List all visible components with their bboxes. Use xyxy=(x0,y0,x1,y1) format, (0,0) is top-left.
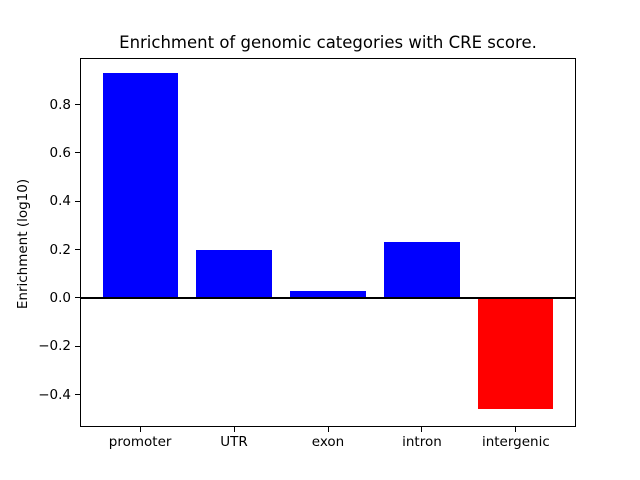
x-tick-label: intergenic xyxy=(481,434,550,450)
y-tick-mark xyxy=(75,249,80,251)
y-tick-label: 0.2 xyxy=(49,241,71,258)
y-tick-mark xyxy=(75,394,80,396)
y-tick-label: 0.0 xyxy=(49,289,71,306)
x-tick-mark xyxy=(327,427,329,432)
x-tick-label: intron xyxy=(402,434,442,450)
chart-title: Enrichment of genomic categories with CR… xyxy=(119,33,537,52)
y-tick-mark xyxy=(75,297,80,299)
y-tick-mark xyxy=(75,200,80,202)
bar-UTR xyxy=(196,249,272,298)
bar-intergenic xyxy=(478,297,554,410)
x-tick-label: promoter xyxy=(108,434,172,450)
y-tick-mark xyxy=(75,152,80,154)
y-tick-label: 0.4 xyxy=(49,193,71,210)
x-tick-mark xyxy=(233,427,235,432)
bar-exon xyxy=(290,290,366,298)
y-tick-label: 0.6 xyxy=(49,144,71,161)
plot-area xyxy=(80,58,576,427)
y-tick-label: 0.8 xyxy=(49,96,71,113)
y-tick-label: −0.4 xyxy=(38,386,71,403)
y-tick-label: −0.2 xyxy=(38,338,71,355)
x-tick-label: UTR xyxy=(220,434,248,450)
bar-promoter xyxy=(102,73,178,298)
x-tick-mark xyxy=(515,427,517,432)
bar-intron xyxy=(384,242,460,298)
x-tick-mark xyxy=(139,427,141,432)
y-tick-mark xyxy=(75,345,80,347)
y-tick-mark xyxy=(75,104,80,106)
x-tick-label: exon xyxy=(311,434,345,450)
zero-line xyxy=(80,296,576,299)
x-tick-mark xyxy=(421,427,423,432)
